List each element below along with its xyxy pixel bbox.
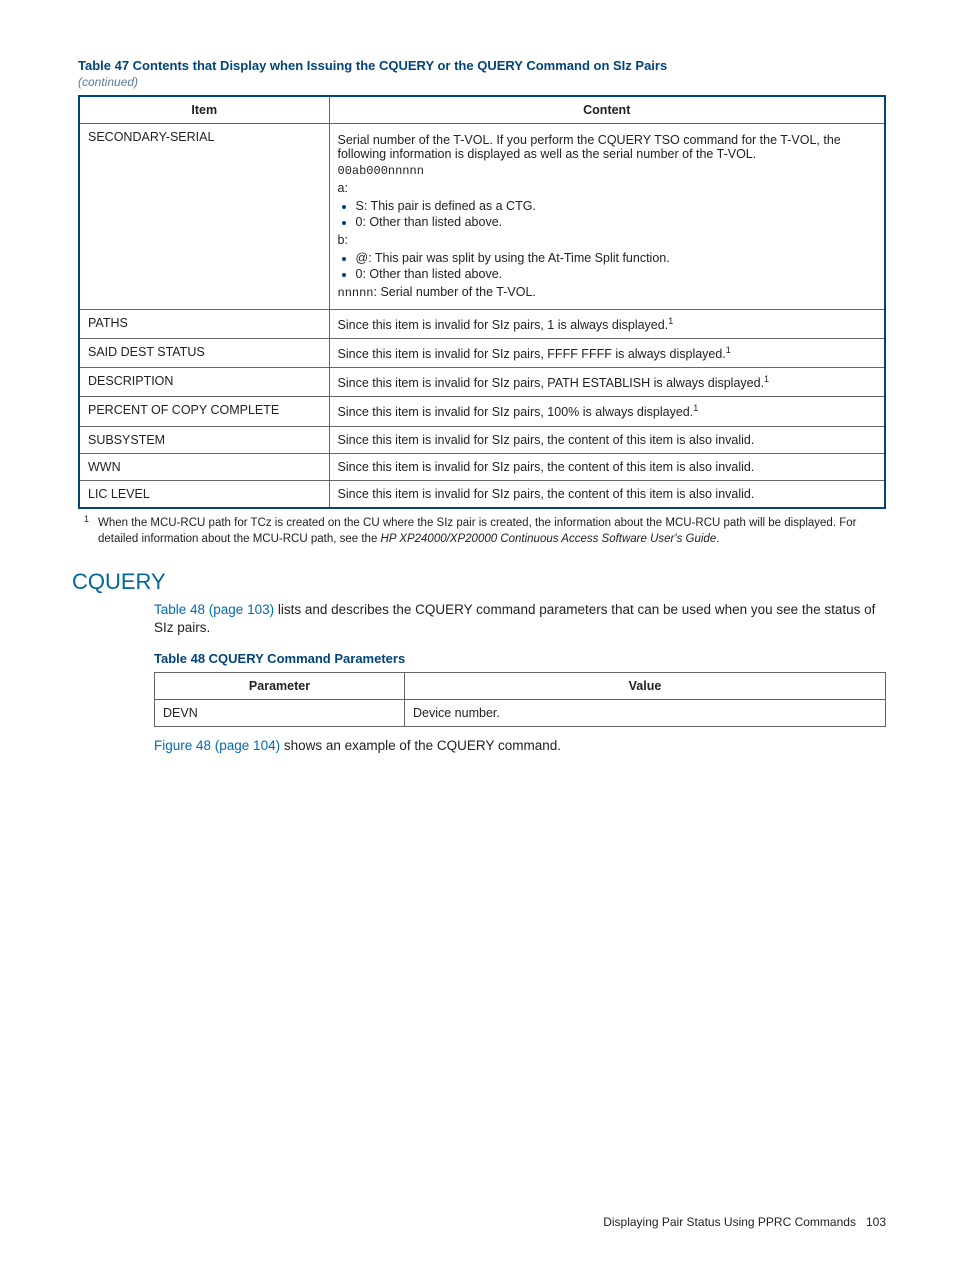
content-cell: Since this item is invalid for SIz pairs…: [329, 368, 885, 397]
table-row: SECONDARY-SERIAL Serial number of the T-…: [79, 124, 885, 310]
footer-page: 103: [866, 1215, 886, 1229]
list-item: @: This pair was split by using the At-T…: [356, 251, 877, 265]
nnnnn-text: : Serial number of the T-VOL.: [374, 285, 536, 299]
paragraph-text: shows an example of the CQUERY command.: [280, 738, 561, 753]
content-cell: Since this item is invalid for SIz pairs…: [329, 339, 885, 368]
item-cell: DESCRIPTION: [79, 368, 329, 397]
table47-caption: Table 47 Contents that Display when Issu…: [78, 58, 886, 89]
table48: Parameter Value DEVN Device number.: [154, 672, 886, 727]
figure-paragraph: Figure 48 (page 104) shows an example of…: [154, 737, 886, 755]
content-cell: Since this item is invalid for SIz pairs…: [329, 397, 885, 426]
table47-footnote: 1 When the MCU-RCU path for TCz is creat…: [84, 515, 886, 547]
value-cell: Device number.: [405, 700, 886, 727]
list-a: S: This pair is defined as a CTG. 0: Oth…: [338, 199, 877, 229]
cell-text: Since this item is invalid for SIz pairs…: [338, 347, 726, 361]
item-cell: PERCENT OF COPY COMPLETE: [79, 397, 329, 426]
table48-header-param: Parameter: [155, 673, 405, 700]
content-cell: Since this item is invalid for SIz pairs…: [329, 310, 885, 339]
cell-text: Since this item is invalid for SIz pairs…: [338, 406, 694, 420]
link-figure48[interactable]: Figure 48 (page 104): [154, 738, 280, 753]
table-row: DEVN Device number.: [155, 700, 886, 727]
table-row: DESCRIPTION Since this item is invalid f…: [79, 368, 885, 397]
table-row: SUBSYSTEM Since this item is invalid for…: [79, 426, 885, 453]
list-item: 0: Other than listed above.: [356, 267, 877, 281]
label-a: a:: [338, 181, 877, 195]
section-heading-cquery: CQUERY: [72, 569, 886, 595]
table-row: SAID DEST STATUS Since this item is inva…: [79, 339, 885, 368]
table-row: PERCENT OF COPY COMPLETE Since this item…: [79, 397, 885, 426]
table-row: PATHS Since this item is invalid for SIz…: [79, 310, 885, 339]
content-cell: Since this item is invalid for SIz pairs…: [329, 480, 885, 508]
table47-header-content: Content: [329, 96, 885, 124]
page-footer: Displaying Pair Status Using PPRC Comman…: [603, 1215, 886, 1229]
footer-text: Displaying Pair Status Using PPRC Comman…: [603, 1215, 856, 1229]
link-table48[interactable]: Table 48 (page 103): [154, 602, 274, 617]
table47: Item Content SECONDARY-SERIAL Serial num…: [78, 95, 886, 509]
item-cell: SAID DEST STATUS: [79, 339, 329, 368]
content-cell: Since this item is invalid for SIz pairs…: [329, 453, 885, 480]
footnote-ref: 1: [693, 403, 698, 413]
cell-mono: 00ab000nnnnn: [338, 164, 877, 178]
table-row: LIC LEVEL Since this item is invalid for…: [79, 480, 885, 508]
footnote-ref: 1: [764, 374, 769, 384]
footnote-number: 1: [84, 513, 89, 526]
footnote-italic: HP XP24000/XP20000 Continuous Access Sof…: [381, 533, 717, 545]
table48-caption: Table 48 CQUERY Command Parameters: [154, 651, 886, 666]
item-cell: LIC LEVEL: [79, 480, 329, 508]
footnote-ref: 1: [668, 316, 673, 326]
footnote-text-b: .: [716, 533, 719, 545]
table47-header-item: Item: [79, 96, 329, 124]
footnote-ref: 1: [726, 345, 731, 355]
list-b: @: This pair was split by using the At-T…: [338, 251, 877, 281]
list-item: S: This pair is defined as a CTG.: [356, 199, 877, 213]
item-cell: SUBSYSTEM: [79, 426, 329, 453]
content-cell: Since this item is invalid for SIz pairs…: [329, 426, 885, 453]
label-b: b:: [338, 233, 877, 247]
nnnnn-label: nnnnn: [338, 286, 374, 300]
item-cell: SECONDARY-SERIAL: [79, 124, 329, 310]
table47-continued: (continued): [78, 75, 886, 89]
table48-header-value: Value: [405, 673, 886, 700]
cell-paragraph: Serial number of the T-VOL. If you perfo…: [338, 133, 877, 161]
table-row: WWN Since this item is invalid for SIz p…: [79, 453, 885, 480]
cell-text: Since this item is invalid for SIz pairs…: [338, 318, 669, 332]
item-cell: PATHS: [79, 310, 329, 339]
table47-title: Table 47 Contents that Display when Issu…: [78, 58, 886, 73]
nnnnn-line: nnnnn: Serial number of the T-VOL.: [338, 285, 877, 300]
page-content: Table 47 Contents that Display when Issu…: [0, 0, 954, 755]
item-cell: WWN: [79, 453, 329, 480]
content-cell: Serial number of the T-VOL. If you perfo…: [329, 124, 885, 310]
list-item: 0: Other than listed above.: [356, 215, 877, 229]
cell-text: Since this item is invalid for SIz pairs…: [338, 376, 765, 390]
param-cell: DEVN: [155, 700, 405, 727]
cquery-paragraph: Table 48 (page 103) lists and describes …: [154, 601, 886, 637]
